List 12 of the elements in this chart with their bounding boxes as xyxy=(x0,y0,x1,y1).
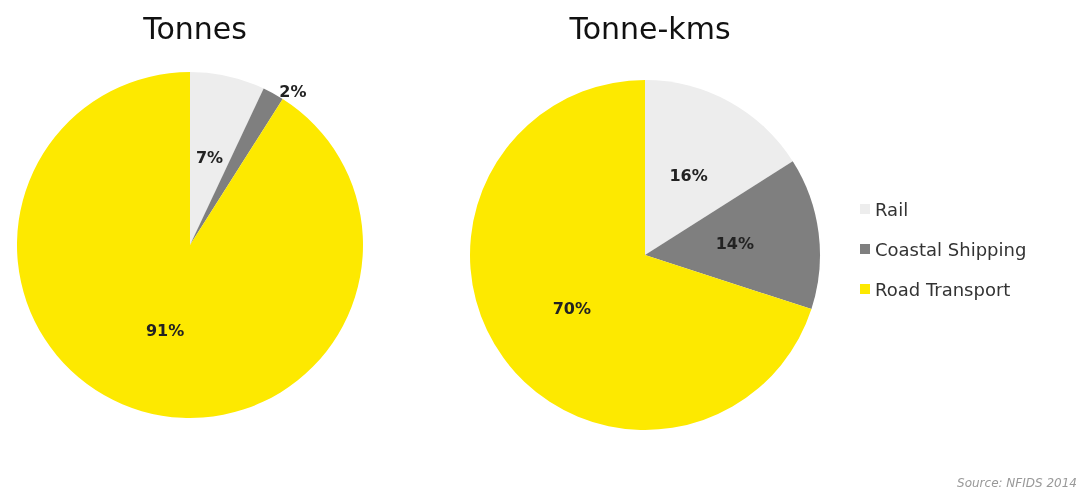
data-label: 14% xyxy=(715,234,754,254)
data-label: 91% xyxy=(145,321,185,341)
data-label: 2% xyxy=(279,82,307,102)
legend-label: Road Transport xyxy=(875,278,1011,300)
legend-label: Coastal Shipping xyxy=(875,238,1027,260)
chart-title: Tonne-kms xyxy=(568,10,731,46)
source-note: Source: NFIDS 2014 xyxy=(957,476,1077,490)
data-label: 7% xyxy=(195,148,224,168)
chart-title: Tonnes xyxy=(142,10,247,46)
data-label: 16% xyxy=(669,166,708,186)
legend-label: Rail xyxy=(875,198,909,220)
data-label: 70% xyxy=(552,298,591,318)
